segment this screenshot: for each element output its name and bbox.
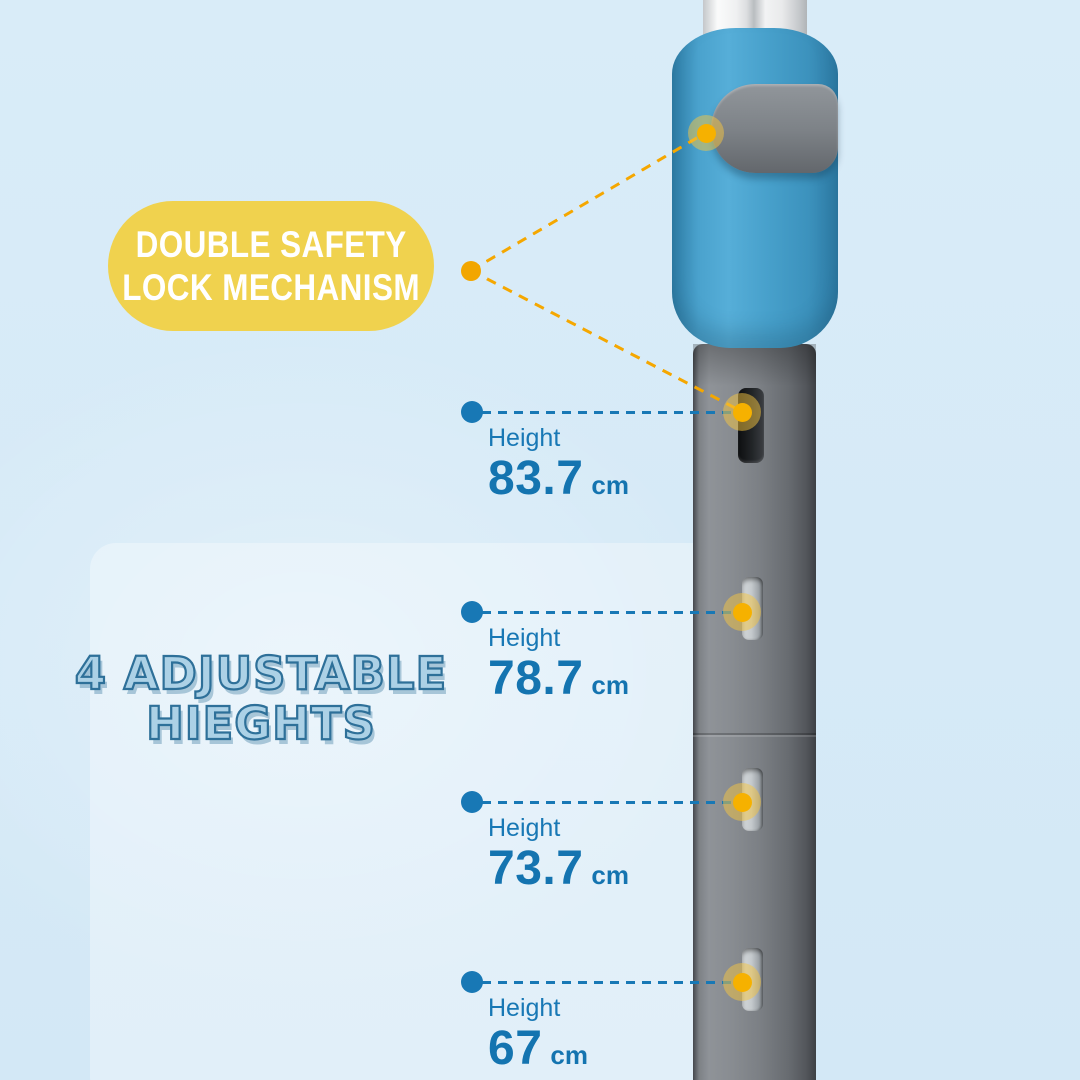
heading-line-2: HIEGHTS (145, 697, 376, 750)
glow-dot-height-4 (723, 963, 761, 1001)
height-callout-3: Height 73.7 cm (488, 814, 629, 894)
blue-connector-4 (482, 981, 744, 984)
height-label: Height (488, 424, 561, 452)
background-panel (90, 543, 762, 1080)
heading-line-1: 4 ADJUSTABLE (74, 647, 448, 700)
badge-line-2: LOCK MECHANISM (122, 267, 420, 308)
safety-lock-clip (711, 84, 838, 173)
glow-dot-core (732, 792, 752, 812)
badge-line-1: DOUBLE SAFETY (135, 224, 407, 265)
blue-anchor-dot-4 (461, 971, 483, 993)
blue-connector-1 (482, 411, 744, 414)
glow-dot-core (696, 123, 716, 143)
glow-dot-core (732, 972, 752, 992)
height-unit: cm (591, 860, 629, 890)
blue-connector-3 (482, 801, 744, 804)
orange-anchor-dot (461, 261, 481, 281)
blue-anchor-dot-1 (461, 401, 483, 423)
safety-lock-badge-text: DOUBLE SAFETY LOCK MECHANISM (122, 223, 420, 309)
height-unit: cm (550, 1040, 588, 1070)
height-unit: cm (591, 470, 629, 500)
height-label: Height (488, 814, 561, 842)
height-value: 83.7 (488, 452, 584, 505)
blue-anchor-dot-2 (461, 601, 483, 623)
glow-dot-core (732, 602, 752, 622)
height-label: Height (488, 994, 561, 1022)
height-value: 67 (488, 1022, 543, 1075)
glow-dot-height-2 (723, 593, 761, 631)
glow-dot-core (732, 402, 752, 422)
safety-lock-badge: DOUBLE SAFETY LOCK MECHANISM (108, 201, 434, 331)
glow-dot-height-1 (723, 393, 761, 431)
height-callout-1: Height 83.7 cm (488, 424, 629, 504)
glow-dot-height-3 (723, 783, 761, 821)
pole-joint-seam (693, 733, 816, 737)
height-value: 73.7 (488, 842, 584, 895)
adjustable-heights-heading: 4 ADJUSTABLE HIEGHTS (61, 647, 461, 750)
height-label: Height (488, 624, 561, 652)
height-callout-2: Height 78.7 cm (488, 624, 629, 704)
glow-dot-lock (688, 115, 724, 151)
height-unit: cm (591, 670, 629, 700)
height-callout-4: Height 67 cm (488, 994, 588, 1074)
blue-connector-2 (482, 611, 744, 614)
height-value: 78.7 (488, 652, 584, 705)
safety-lock-collar (672, 28, 838, 348)
blue-anchor-dot-3 (461, 791, 483, 813)
